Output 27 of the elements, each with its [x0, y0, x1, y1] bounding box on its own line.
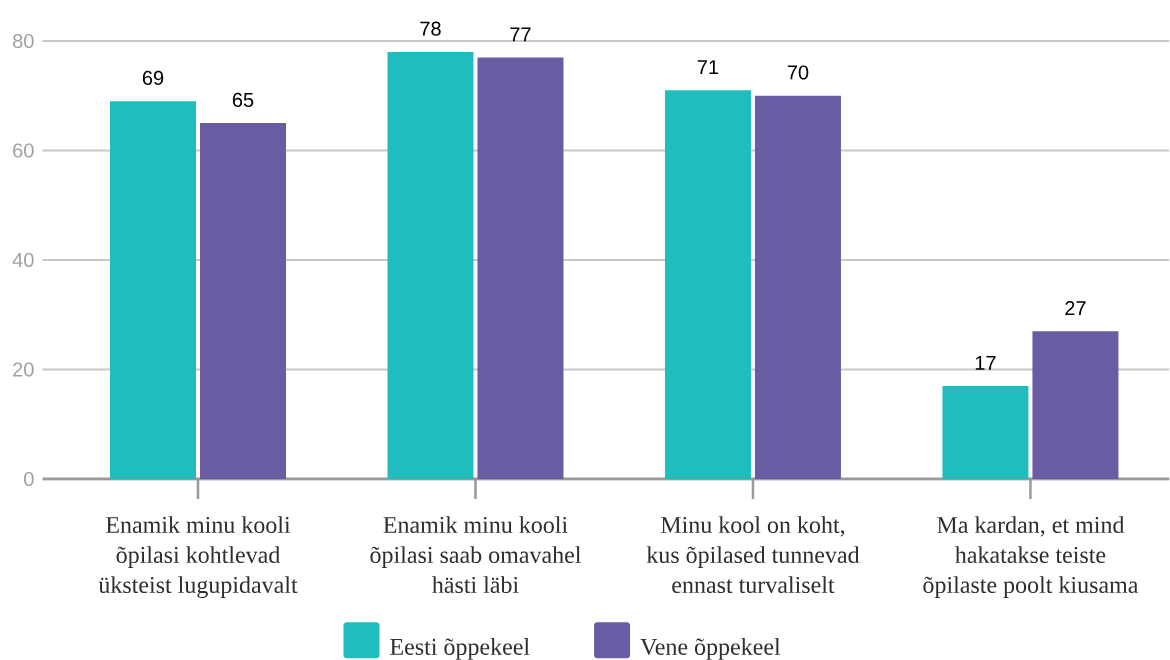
- bar: [477, 57, 564, 479]
- bar: [1032, 331, 1119, 479]
- data-label: 71: [697, 60, 719, 75]
- x-tick-label: Enamik minu kooli õpilasi kohtlevad üksteist lugupidavalt: [98, 516, 298, 599]
- bar: [110, 101, 196, 479]
- data-label: 69: [142, 70, 164, 86]
- y-tick-label: 60: [13, 143, 34, 158]
- x-tick-label: Ma kardan, et mind hakatakse teiste õpilaste poolt kiusama: [923, 516, 1139, 598]
- legend-label: Eesti õppekeel: [390, 638, 530, 660]
- y-tick-label: 80: [13, 33, 34, 49]
- data-label: 70: [787, 65, 809, 80]
- y-tick-label: 0: [24, 471, 34, 487]
- y-tick-label: 20: [13, 362, 34, 377]
- data-label: 78: [420, 21, 441, 36]
- x-tick-label: Enamik minu kooli õpilasi saab omavahel hästi läbi: [370, 516, 581, 594]
- y-tick-label: 40: [12, 252, 34, 268]
- data-label: 65: [232, 92, 254, 107]
- data-label: 77: [510, 27, 531, 42]
- legend-label: Vene õppekeel: [640, 638, 781, 660]
- x-tick-label: Minu kool on koht, kus õpilased tunnevad ennast turvaliselt: [646, 516, 860, 594]
- data-label: 27: [1065, 301, 1086, 315]
- bar: [387, 51, 474, 479]
- data-label: 17: [975, 355, 996, 370]
- bar: [754, 95, 841, 479]
- bar: [942, 385, 1029, 479]
- bar: [664, 90, 751, 479]
- bar: [200, 123, 286, 479]
